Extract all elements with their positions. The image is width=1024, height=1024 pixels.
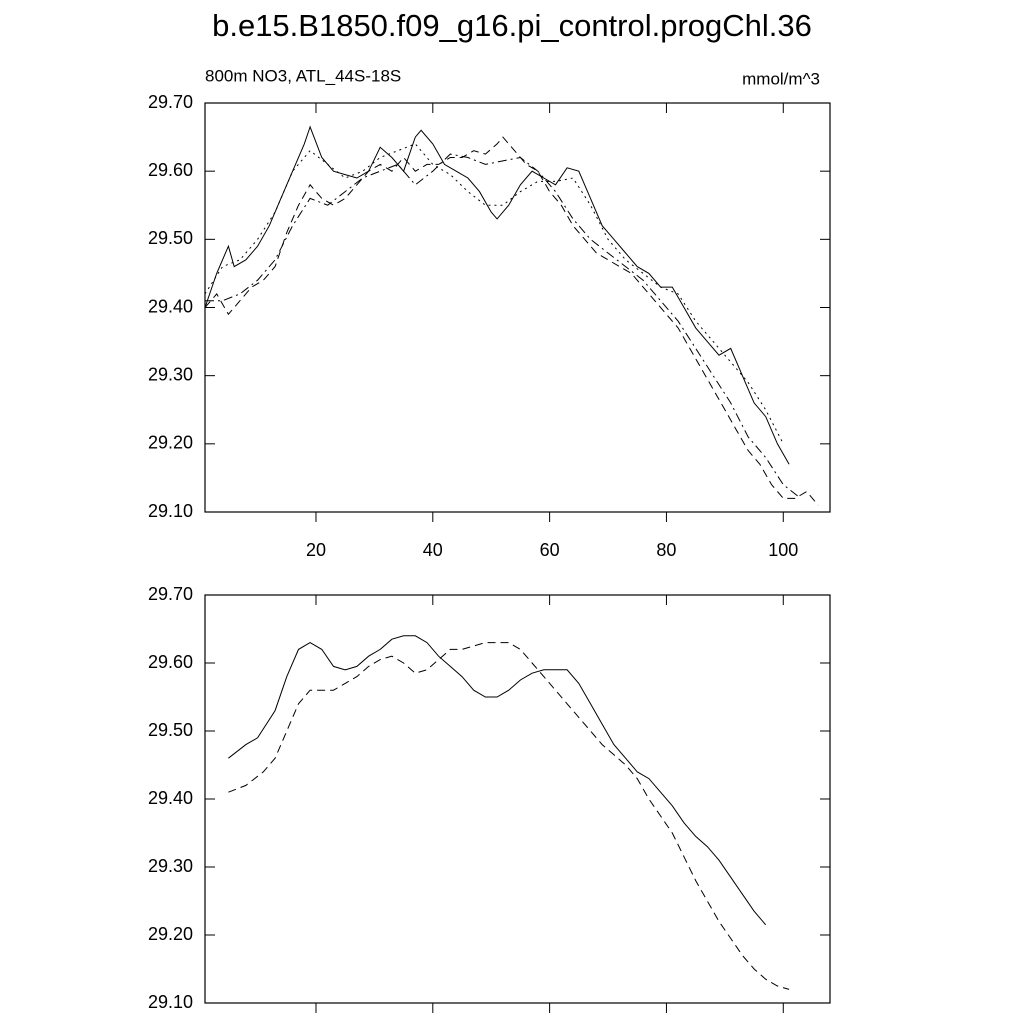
- x-tick-label: 80: [656, 540, 676, 560]
- y-tick-label: 29.50: [148, 720, 193, 740]
- chart-title: b.e15.B1850.f09_g16.pi_control.progChl.3…: [212, 8, 812, 43]
- y-tick-label: 29.30: [148, 856, 193, 876]
- data-line: [204, 143, 784, 445]
- y-tick-label: 29.60: [148, 160, 193, 180]
- data-line: [204, 136, 819, 506]
- data-line: [228, 635, 767, 926]
- y-tick-label: 29.10: [148, 501, 193, 521]
- x-tick-label: 60: [540, 540, 560, 560]
- y-tick-label: 29.40: [148, 296, 193, 316]
- x-tick-label: 40: [423, 540, 443, 560]
- y-tick-label: 29.30: [148, 364, 193, 384]
- y-tick-label: 29.20: [148, 924, 193, 944]
- x-tick-label: 20: [306, 540, 326, 560]
- y-tick-label: 29.60: [148, 652, 193, 672]
- y-tick-label: 29.50: [148, 228, 193, 248]
- y-tick-label: 29.40: [148, 788, 193, 808]
- y-tick-label: 29.70: [148, 92, 193, 112]
- plot-frame: [204, 594, 831, 1004]
- subtitle-right: mmol/m^3: [742, 69, 820, 88]
- y-tick-label: 29.20: [148, 433, 193, 453]
- y-tick-label: 29.10: [148, 992, 193, 1012]
- data-line: [204, 125, 790, 465]
- plot-frame: [204, 102, 831, 513]
- data-line: [228, 642, 790, 990]
- y-tick-label: 29.70: [148, 584, 193, 604]
- data-line: [205, 153, 802, 499]
- subtitle-left: 800m NO3, ATL_44S-18S: [205, 66, 401, 85]
- x-tick-label: 100: [768, 540, 798, 560]
